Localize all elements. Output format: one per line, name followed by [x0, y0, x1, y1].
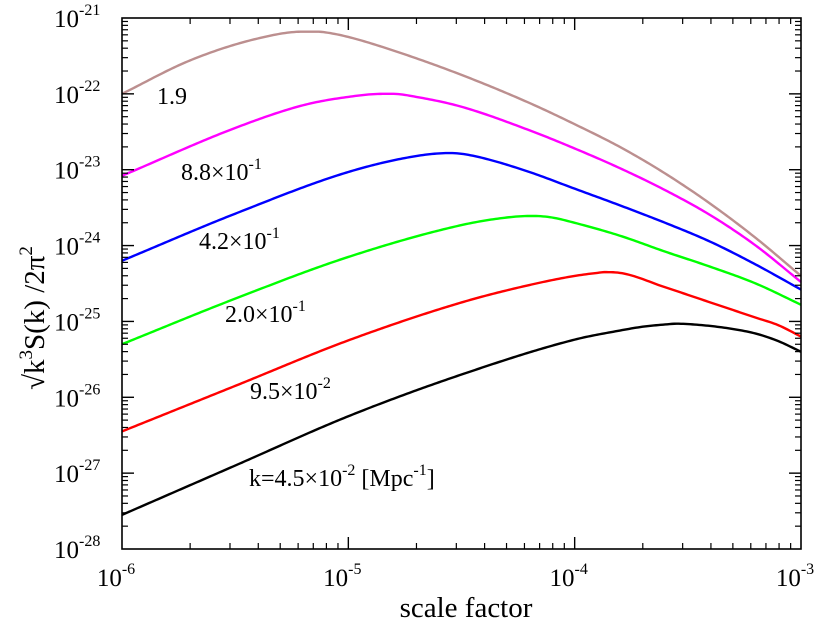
- curves: [121, 30, 802, 516]
- series-label: 8.8×10-1: [181, 156, 262, 186]
- y-tick-label: 10-23: [54, 154, 100, 185]
- x-tick-label: 10-6: [97, 561, 135, 592]
- y-tick-label: 10-26: [54, 381, 100, 412]
- y-tick-label: 10-25: [54, 305, 100, 336]
- plot-frame: [121, 17, 802, 550]
- y-tick-label: 10-22: [54, 78, 100, 109]
- series-label: 2.0×10-1: [225, 298, 306, 328]
- y-tick-label: 10-27: [54, 457, 100, 488]
- series-label: k=4.5×10-2 [Mpc-1]: [249, 462, 435, 492]
- y-tick-label: 10-24: [54, 230, 100, 261]
- x-axis-title: scale factor: [400, 592, 533, 624]
- y-tick-label: 10-28: [54, 533, 100, 564]
- series-label: 9.5×10-2: [250, 375, 331, 405]
- series-line: [121, 214, 802, 346]
- x-tick-label: 10-4: [550, 561, 588, 592]
- tick-labels: 10-6 10-5 10-4 10-3 10-28 10-27 10-26 10-25 10-2…: [54, 2, 814, 592]
- series-line: [121, 270, 802, 433]
- axis-ticks: [122, 18, 801, 549]
- series-line: [121, 151, 802, 291]
- series-line: [121, 30, 802, 277]
- series-line: [121, 92, 802, 283]
- x-tick-label: 10-3: [776, 561, 814, 592]
- x-tick-label: 10-5: [323, 561, 361, 592]
- series-label: 1.9: [157, 84, 187, 110]
- y-axis-title: √k3S(k) /2π2: [16, 246, 51, 390]
- series-label: 4.2×10-1: [199, 225, 280, 255]
- y-tick-label: 10-21: [54, 2, 100, 33]
- series-line: [121, 322, 802, 516]
- curve-labels: 1.9 8.8×10-1 4.2×10-1 2.0×10-1 9.5×10-2 k=4.5…: [157, 84, 435, 492]
